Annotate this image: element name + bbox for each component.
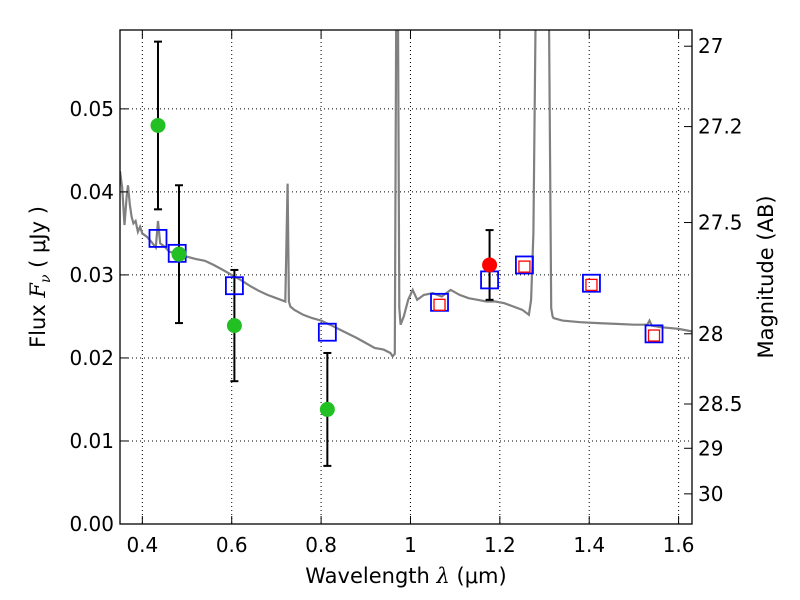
model-point-square [644,324,664,344]
y2-tick-label: 27.2 [698,115,743,139]
x-tick-label: 1.6 [663,533,695,557]
data-point-circle [171,246,187,262]
data-point-circle [482,257,498,273]
x-tick-label: 1 [404,533,417,557]
x-axis-title: Wavelength λ (μm) [305,564,506,588]
model-point-square [582,273,601,293]
model-spectrum-line [120,30,692,359]
y2-tick-label: 29 [698,436,723,460]
y2-tick-label: 27.5 [698,211,743,235]
y2-axis-title: Magnitude (AB) [754,195,778,358]
data-markers [148,40,664,467]
model-point-square [224,276,244,296]
model-point-inner-square [433,298,446,311]
y2-tick-label: 30 [698,482,723,506]
x-tick-label: 0.6 [216,533,248,557]
data-point-circle [226,318,242,334]
plot-area [120,30,692,359]
y-tick-label: 0.01 [69,429,114,453]
x-tick-label: 0.8 [305,533,337,557]
data-point-circle [319,401,335,417]
model-point-inner-square [647,329,661,342]
x-tick-label: 1.4 [573,533,605,557]
y-axis-title: Flux Fν ( μJy ) [26,206,54,348]
y-tick-label: 0.04 [69,180,114,204]
model-point-inner-square [585,278,598,292]
model-point-square [317,322,337,342]
y-tick-label: 0.02 [69,346,114,370]
axis-ticks: 0.4 0.6 0.8 1 1.2 1.4 1.6 0.00 0.01 0.02 0.03 0.04 0… [69,30,743,557]
y-tick-label: 0.05 [69,97,114,121]
y2-tick-label: 27 [698,34,723,58]
data-point-circle [150,117,166,133]
x-tick-label: 0.4 [126,533,158,557]
y-tick-label: 0.00 [69,512,114,536]
plot-frame [119,29,693,525]
y2-tick-label: 28.5 [698,392,743,416]
model-point-square [148,228,168,248]
model-point-square [515,255,534,275]
model-point-inner-square [518,260,531,273]
x-tick-label: 1.2 [484,533,516,557]
y2-tick-label: 28 [698,322,723,346]
y-tick-label: 0.03 [69,263,114,287]
